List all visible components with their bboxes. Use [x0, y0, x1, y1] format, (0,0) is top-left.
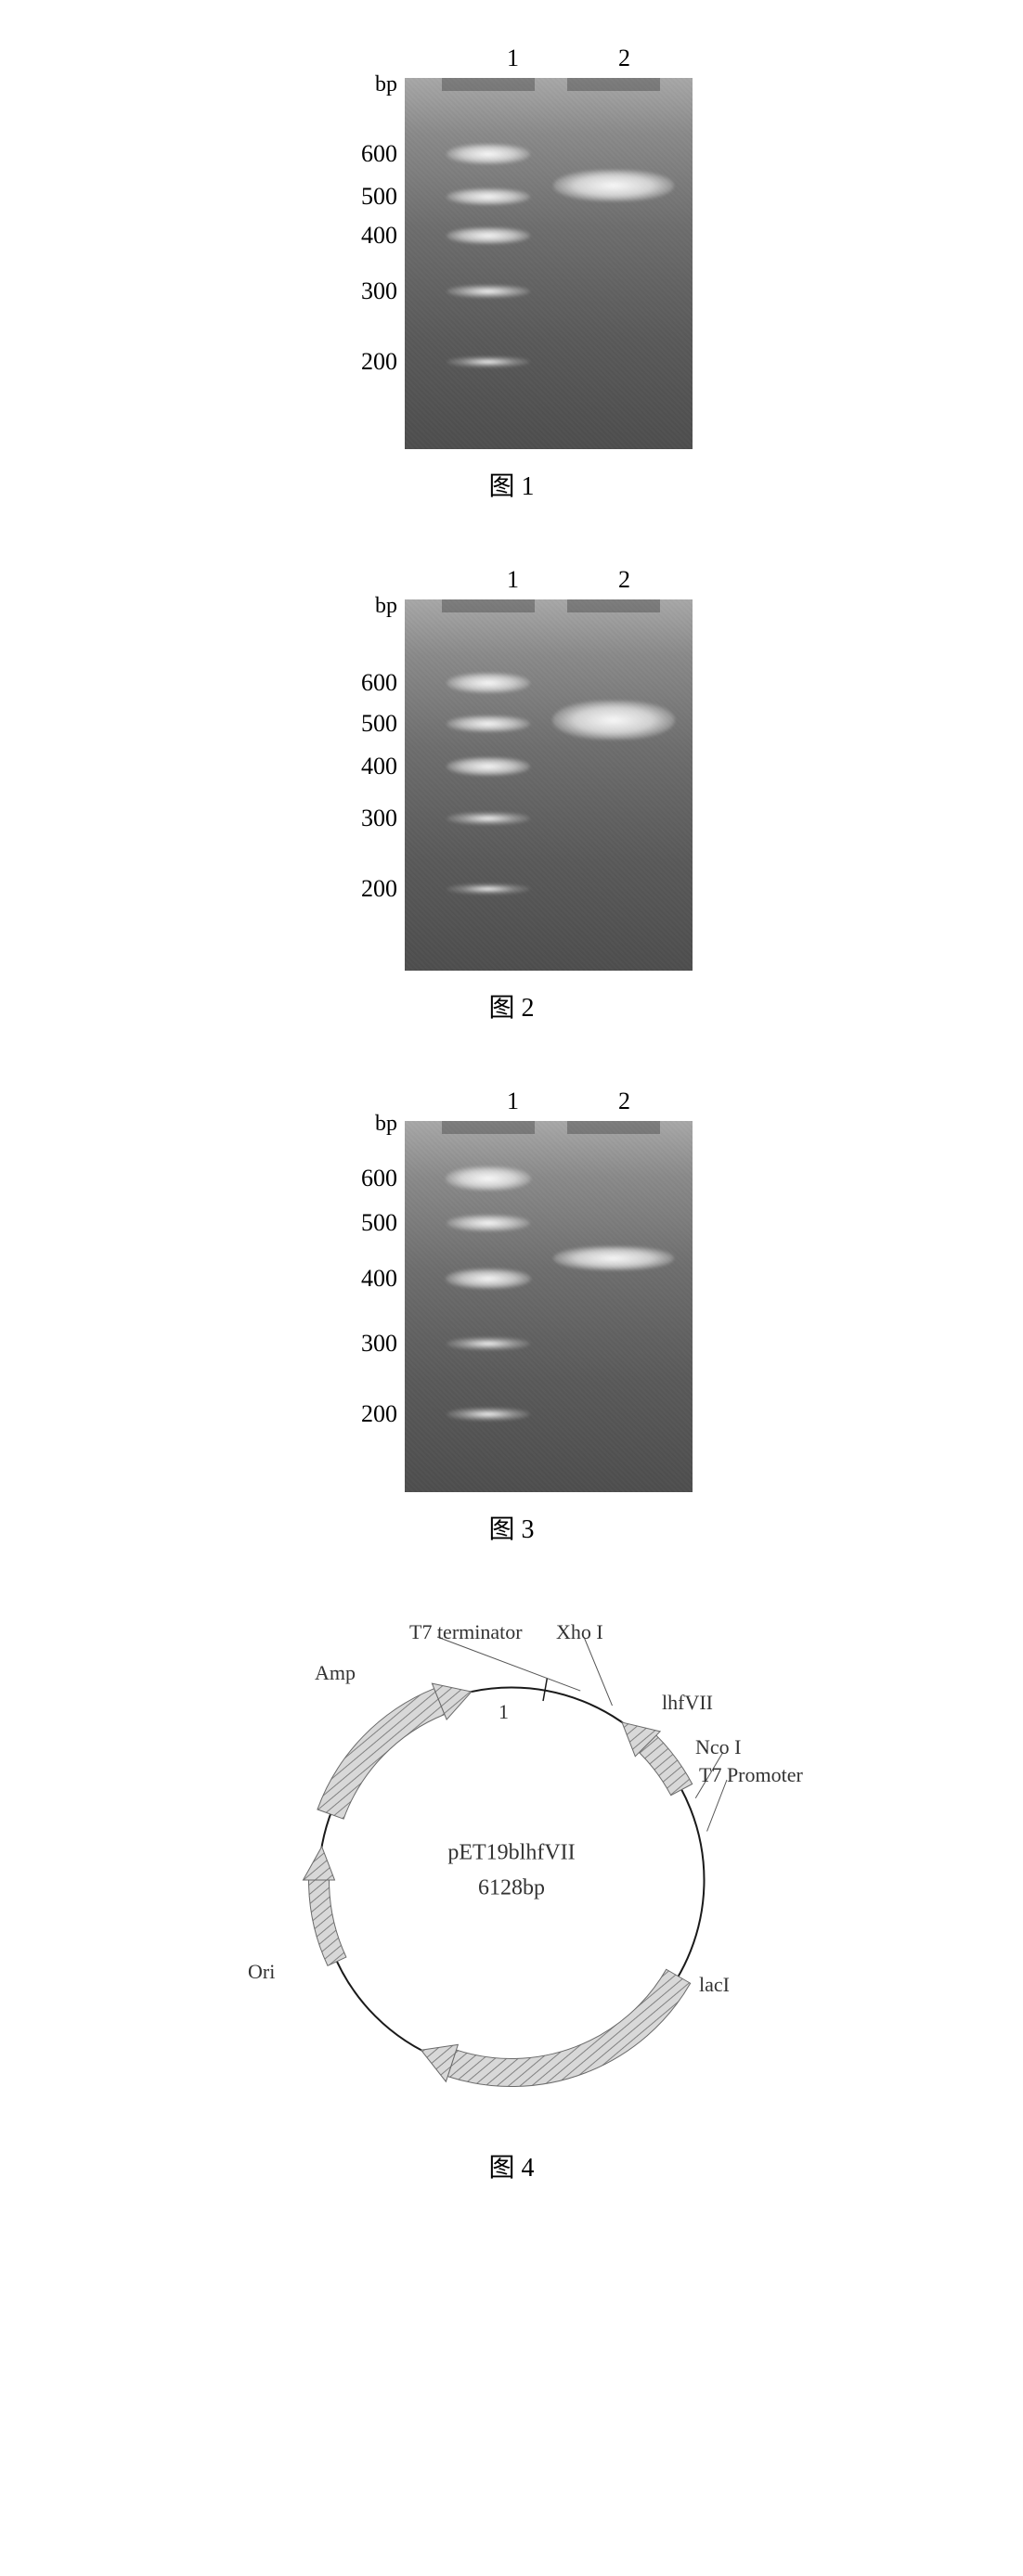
gel-band: [447, 1408, 530, 1421]
caption-prefix: 图: [488, 994, 521, 1023]
plasmid-feature-label: Ori: [248, 1960, 275, 1984]
figure-1: 12bp600500400300200图 1: [330, 37, 693, 503]
gel-body: bp600500400300200: [330, 78, 693, 449]
gel-band: [447, 715, 530, 732]
bp-axis: bp600500400300200: [330, 78, 405, 449]
caption-prefix: 图: [488, 2154, 514, 2183]
caption-number: 2: [522, 994, 535, 1023]
bp-unit-label: bp: [375, 1112, 397, 1137]
gel-body: bp600500400300200: [330, 599, 693, 971]
figure-3: 1 2 bp 600 500 400 300 200 图 3: [330, 1080, 693, 1546]
bp-unit-label: bp: [375, 72, 397, 97]
gel-well: [442, 78, 535, 91]
plasmid-site-label: T7 Promoter: [699, 1763, 803, 1787]
bp-tick: 500: [361, 710, 397, 738]
plasmid-origin-tick-label: 1: [499, 1700, 509, 1724]
gel-band: [447, 812, 530, 825]
caption-number: 3: [522, 1515, 535, 1544]
gel-body: bp600500400300200: [330, 1121, 693, 1492]
lane-labels: 12: [330, 559, 693, 596]
figure-caption: 图 1: [488, 466, 534, 503]
bp-tick: 400: [361, 222, 397, 250]
gel-band: [447, 227, 530, 244]
gel-well: [567, 1121, 660, 1134]
plasmid-feature-amp: [317, 1689, 445, 1819]
bp-tick: 600: [361, 140, 397, 168]
plasmid-feature-ori: [309, 1880, 346, 1965]
gel-band: [447, 356, 530, 367]
gel-band: [552, 701, 675, 740]
gel-band: [447, 1215, 530, 1231]
bp-tick: 400: [361, 1265, 397, 1293]
plasmid-site-label: T7 terminator: [409, 1620, 523, 1644]
lane-label: 2: [618, 566, 630, 594]
bp-tick: 200: [361, 348, 397, 376]
lane-label: 2: [618, 45, 630, 72]
plasmid-site-label: Nco I: [695, 1735, 741, 1759]
lane-label: 1: [507, 1088, 519, 1115]
plasmid-site-label: Xho I: [556, 1620, 603, 1644]
gel-band: [447, 883, 530, 895]
caption-prefix: 图: [488, 472, 521, 501]
bp-tick: 200: [361, 1400, 397, 1428]
bp-unit-label: bp: [375, 594, 397, 619]
bp-axis: bp600500400300200: [330, 1121, 405, 1492]
caption-number: 1: [522, 472, 535, 501]
gel-well: [567, 78, 660, 91]
gel-band: [447, 144, 530, 164]
plasmid-size: 6128bp: [447, 1871, 575, 1906]
gel-image: [405, 1121, 693, 1492]
gel-band: [447, 285, 530, 298]
figure-4: pET19blhfVII 6128bp lhfVII lacI Amp Ori T7 t…: [242, 1602, 781, 2184]
caption-number: 4: [522, 2154, 535, 2183]
gel-well: [442, 1121, 535, 1134]
gel-band: [446, 1166, 531, 1191]
gel-band: [553, 170, 674, 201]
plasmid-name: pET19blhfVII: [447, 1835, 575, 1871]
figure-caption: 图 2: [488, 987, 534, 1024]
bp-tick: 300: [361, 1330, 397, 1358]
lane-labels: 12: [330, 37, 693, 74]
bp-tick: 500: [361, 183, 397, 211]
lane-label: 1: [507, 45, 519, 72]
gel-band: [447, 757, 530, 776]
lane-label: 1: [507, 566, 519, 594]
lane-label: 2: [618, 1088, 630, 1115]
figure-4-caption: 图 4: [488, 2147, 534, 2184]
gel-wrapper: 12bp600500400300200: [330, 37, 693, 449]
plasmid-map: pET19blhfVII 6128bp lhfVII lacI Amp Ori T7 t…: [242, 1611, 781, 2131]
figures-root: 12bp600500400300200图 112bp60050040030020…: [330, 37, 693, 1602]
gel-band: [447, 1337, 530, 1350]
bp-tick: 500: [361, 1209, 397, 1237]
bp-axis: bp600500400300200: [330, 599, 405, 971]
gel-well: [442, 599, 535, 612]
gel-image: [405, 599, 693, 971]
gel-wrapper: 12bp600500400300200: [330, 559, 693, 971]
plasmid-center-text: pET19blhfVII 6128bp: [447, 1835, 575, 1907]
bp-tick: 300: [361, 277, 397, 305]
gel-noise: [405, 599, 693, 971]
gel-wrapper: 1 2 bp 600 500 400 300 200: [330, 1080, 693, 1492]
bp-tick: 200: [361, 875, 397, 903]
gel-image: [405, 78, 693, 449]
plasmid-feature-laci: [447, 1969, 690, 2086]
gel-well: [567, 599, 660, 612]
bp-tick: 400: [361, 753, 397, 780]
gel-band: [446, 1269, 531, 1289]
figure-2: 12bp600500400300200图 2: [330, 559, 693, 1024]
gel-band: [447, 673, 530, 693]
gel-noise: [405, 78, 693, 449]
bp-tick: 600: [361, 669, 397, 697]
figure-caption: 图 3: [488, 1509, 534, 1546]
gel-band: [447, 188, 530, 205]
plasmid-feature-label: lacI: [699, 1973, 730, 1997]
plasmid-feature-label: Amp: [315, 1661, 356, 1685]
gel-band: [553, 1246, 674, 1270]
bp-tick: 300: [361, 805, 397, 832]
plasmid-feature-label: lhfVII: [662, 1691, 713, 1715]
caption-prefix: 图: [488, 1515, 521, 1544]
bp-tick: 600: [361, 1165, 397, 1192]
